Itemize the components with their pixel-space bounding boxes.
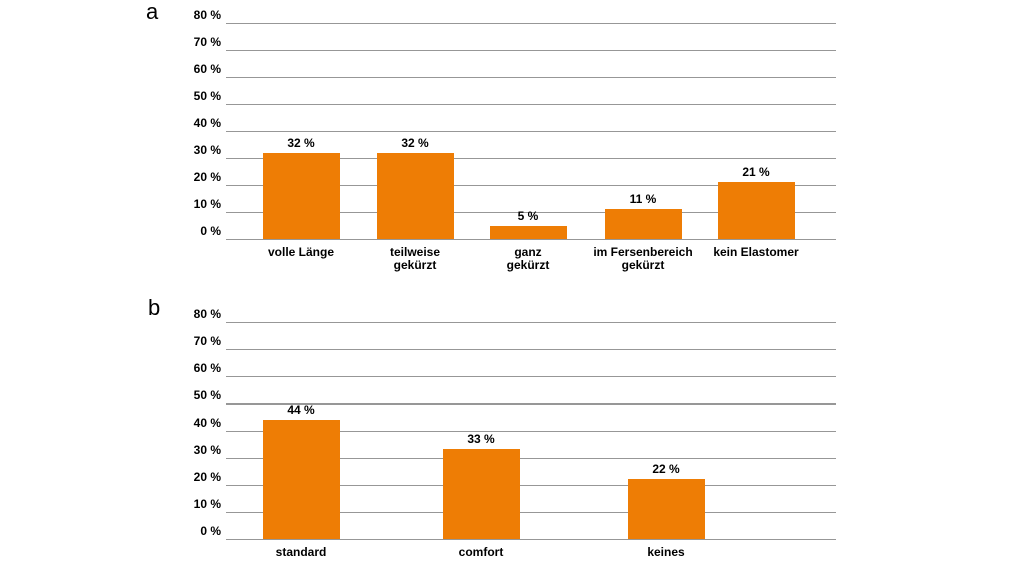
gridline-70 <box>226 50 836 52</box>
gridline-40 <box>226 131 836 133</box>
y-tick-label-40: 40 % <box>193 116 221 130</box>
gridline-50 <box>226 104 836 106</box>
gridline-60 <box>226 376 836 378</box>
y-tick-label-70: 70 % <box>193 334 221 349</box>
category-label-2: ganz gekürzt <box>506 245 550 272</box>
bar-4 <box>717 182 795 239</box>
y-tick-label-0: 0 % <box>200 224 221 238</box>
y-tick-label-50: 50 % <box>193 388 221 403</box>
y-tick-label-60: 60 % <box>193 62 221 76</box>
gridline-10 <box>226 511 836 514</box>
bar-2 <box>489 225 567 239</box>
y-tick-label-70: 70 % <box>193 35 221 49</box>
y-tick-label-30: 30 % <box>193 143 221 157</box>
y-tick-label-80: 80 % <box>193 307 221 321</box>
bar-2 <box>627 479 705 539</box>
y-tick-label-80: 80 % <box>193 8 221 22</box>
bar-1 <box>376 152 454 239</box>
y-tick-label-60: 60 % <box>193 361 221 376</box>
category-label-2: keines <box>647 545 685 559</box>
gridline-30 <box>226 158 836 160</box>
y-tick-label-50: 50 % <box>193 89 221 103</box>
bar-value-label-1: 33 % <box>467 432 495 447</box>
y-tick-label-20: 20 % <box>193 170 221 184</box>
gridline-0 <box>226 539 836 541</box>
bar-0 <box>262 152 340 239</box>
bar-value-label-0: 32 % <box>287 135 315 150</box>
bar-value-label-1: 32 % <box>401 135 429 150</box>
category-label-0: volle Länge <box>267 245 335 259</box>
gridline-20 <box>226 185 836 187</box>
category-label-4: kein Elastomer <box>713 245 799 259</box>
bar-1 <box>442 449 520 539</box>
bar-value-label-0: 44 % <box>287 402 315 417</box>
gridline-30 <box>226 457 836 459</box>
gridline-60 <box>226 77 836 79</box>
y-tick-label-40: 40 % <box>193 415 221 430</box>
gridline-10 <box>226 212 836 214</box>
panel-label-a: a <box>146 0 159 24</box>
bar-value-label-4: 21 % <box>742 165 770 180</box>
gridline-70 <box>226 349 836 351</box>
bar-value-label-2: 5 % <box>517 208 539 223</box>
category-label-1: comfort <box>458 545 504 559</box>
gridline-0 <box>226 239 836 241</box>
bar-3 <box>604 209 682 239</box>
panel-label-b: b <box>148 295 161 320</box>
category-label-1: teilweise gekürzt <box>389 245 441 272</box>
y-tick-label-10: 10 % <box>193 197 221 211</box>
category-label-3: im Fersenbereich gekürzt <box>593 245 693 272</box>
y-tick-label-0: 0 % <box>200 524 221 538</box>
y-tick-label-30: 30 % <box>193 442 221 457</box>
y-tick-label-20: 20 % <box>193 469 221 484</box>
bar-value-label-3: 11 % <box>629 192 657 207</box>
y-tick-label-10: 10 % <box>193 496 221 511</box>
bar-0 <box>262 419 340 539</box>
category-label-0: standard <box>275 545 327 559</box>
gridline-80 <box>226 322 836 324</box>
gridline-80 <box>226 23 836 25</box>
gridline-40 <box>226 430 836 432</box>
bar-value-label-2: 22 % <box>652 462 680 477</box>
gridline-20 <box>226 484 836 486</box>
gridline-50 <box>226 403 836 405</box>
